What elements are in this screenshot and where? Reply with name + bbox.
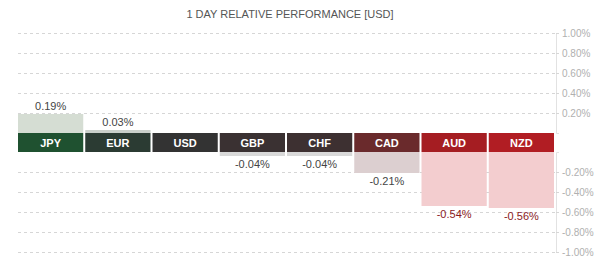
category-box <box>85 133 150 152</box>
tick: -0.60% <box>556 207 594 218</box>
tick-label: -0.80% <box>562 227 594 238</box>
tick: -0.40% <box>556 187 594 198</box>
data-labels: 0.19% 0.03% -0.04% -0.04% -0.21% -0.54% -0.56% <box>35 100 539 222</box>
tick: 0.80% <box>556 48 590 59</box>
tick-label: -0.40% <box>562 187 594 198</box>
grid <box>18 34 556 253</box>
tick: -0.20% <box>556 167 594 178</box>
bar <box>354 152 419 173</box>
category-box <box>422 133 487 152</box>
category-label: AUD <box>442 137 466 149</box>
tick-mark <box>556 33 559 34</box>
grid-line <box>18 212 556 213</box>
tick: -1.00% <box>556 247 594 258</box>
category-strip: JPY EUR USD GBP CHF CAD AUD NZD <box>18 133 554 152</box>
tick-label: 0.80% <box>562 48 590 59</box>
bar <box>85 130 150 133</box>
data-label: 0.19% <box>35 100 66 112</box>
grid-line <box>18 33 556 34</box>
bar <box>220 152 285 156</box>
category-box <box>354 133 419 152</box>
tick-mark <box>556 212 559 213</box>
data-label: 0.03% <box>102 116 133 128</box>
tick: 0.20% <box>556 108 590 119</box>
tick-mark <box>556 73 559 74</box>
tick-label: 0.40% <box>562 88 590 99</box>
tick: 0.40% <box>556 88 590 99</box>
grid-line <box>18 252 556 253</box>
title: 1 DAY RELATIVE PERFORMANCE [USD] <box>186 8 393 20</box>
category-box <box>220 133 285 152</box>
category-label: CAD <box>375 137 399 149</box>
tick-mark <box>556 232 559 233</box>
data-label: -0.56% <box>504 210 539 222</box>
tick-label: 0.20% <box>562 108 590 119</box>
axis-line <box>557 153 560 253</box>
category-box <box>153 133 218 152</box>
tick-mark <box>556 192 559 193</box>
category-label: NZD <box>510 137 533 149</box>
tick-mark <box>556 252 559 253</box>
axis-line <box>557 34 560 134</box>
bars <box>18 114 554 208</box>
grid-line <box>18 73 556 74</box>
grid-line <box>18 53 556 54</box>
tick: 1.00% <box>556 28 590 39</box>
grid-line <box>18 93 556 94</box>
tick-label: 0.60% <box>562 68 590 79</box>
category-label: JPY <box>40 137 61 149</box>
tick: 0.60% <box>556 68 590 79</box>
tick-mark <box>556 93 559 94</box>
bar <box>287 152 352 156</box>
bar <box>489 152 554 208</box>
tick-mark <box>556 172 559 173</box>
category-label: USD <box>174 137 197 149</box>
tick-label: 1.00% <box>562 28 590 39</box>
category-label: CHF <box>308 137 331 149</box>
category-box <box>18 133 83 152</box>
data-label: -0.04% <box>302 158 337 170</box>
tick-label: -0.60% <box>562 207 594 218</box>
tick-label: -1.00% <box>562 247 594 258</box>
y-axis-upper: 1.00% 0.80% 0.60% 0.40% 0.20% <box>556 28 590 134</box>
grid-line <box>18 232 556 233</box>
tick-mark <box>556 113 559 114</box>
category-label: EUR <box>106 137 129 149</box>
bar <box>18 114 83 133</box>
data-label: -0.21% <box>369 175 404 187</box>
category-box <box>287 133 352 152</box>
data-label: -0.54% <box>437 208 472 220</box>
bar <box>422 152 487 206</box>
data-label: -0.04% <box>235 158 270 170</box>
chart: 1 DAY RELATIVE PERFORMANCE [USD] 1.00% 0.8… <box>0 0 600 273</box>
y-axis-lower: -0.20% -0.40% -0.60% -0.80% -1.00% <box>556 153 594 258</box>
category-label: GBP <box>240 137 264 149</box>
tick: -0.80% <box>556 227 594 238</box>
category-box <box>489 133 554 152</box>
tick-mark <box>556 53 559 54</box>
grid-line <box>18 113 556 114</box>
tick-label: -0.20% <box>562 167 594 178</box>
